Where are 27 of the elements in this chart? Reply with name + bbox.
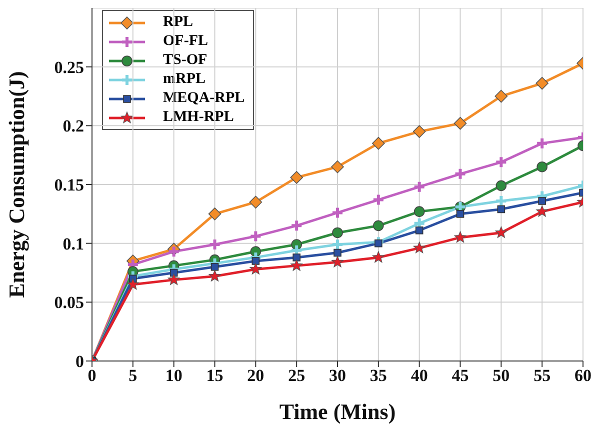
legend-label: TS-OF <box>163 52 208 69</box>
x-tick-label: 15 <box>206 366 224 386</box>
y-tick-label: 0.2 <box>62 116 84 136</box>
legend-label: mRPL <box>163 71 206 88</box>
x-tick-label: 40 <box>410 366 428 386</box>
x-tick-label: 5 <box>128 366 138 386</box>
x-axis-title: Time (Mins) <box>279 399 396 424</box>
x-tick-label: 60 <box>574 366 592 386</box>
x-tick-label: 55 <box>534 366 551 386</box>
y-tick-label: 0 <box>76 352 84 372</box>
x-tick-label: 10 <box>165 366 182 386</box>
x-tick-label: 50 <box>492 366 510 386</box>
x-tick-label: 30 <box>329 366 346 386</box>
legend-label: OF-FL <box>163 33 208 50</box>
legend-label: MEQA-RPL <box>163 90 245 107</box>
legend-label: RPL <box>163 14 193 31</box>
legend-label: LMH-RPL <box>163 109 234 126</box>
y-tick-label: 0.1 <box>62 234 84 254</box>
y-axis-title: Energy Consumption(J) <box>4 71 29 298</box>
x-tick-label: 45 <box>452 366 469 386</box>
y-tick-label: 0.25 <box>54 58 84 77</box>
y-tick-label: 0.15 <box>54 176 84 195</box>
x-tick-label: 25 <box>288 366 306 386</box>
y-tick-label: 0.05 <box>54 293 84 312</box>
x-tick-label: 35 <box>370 366 387 386</box>
x-tick-label: 0 <box>88 366 96 386</box>
x-tick-label: 20 <box>247 366 264 386</box>
